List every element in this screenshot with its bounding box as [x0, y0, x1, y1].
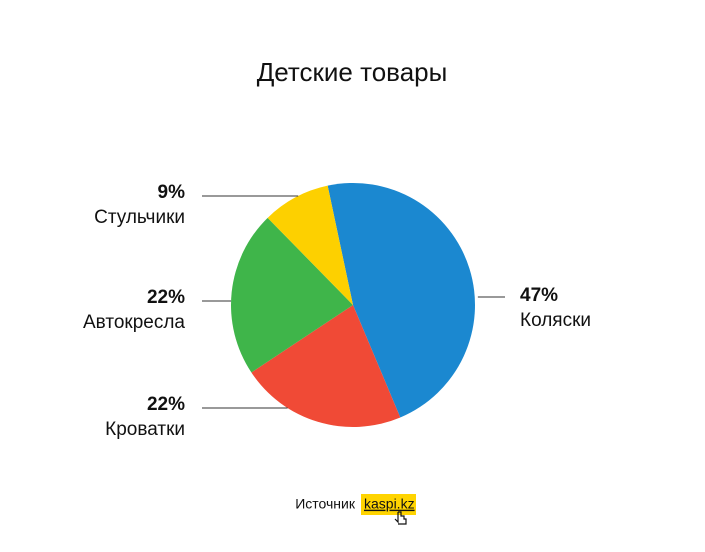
- value-label: 22%: [147, 287, 185, 308]
- link-text[interactable]: kaspi.kz: [364, 496, 415, 512]
- value-label: 22%: [147, 394, 185, 415]
- pie-slice: [327, 182, 476, 418]
- value-label: 9%: [158, 182, 186, 203]
- pie-slice: [267, 185, 353, 305]
- link-badge: [361, 494, 416, 515]
- pie-slice: [231, 217, 353, 373]
- cursor-icon: [394, 511, 407, 525]
- pie-slice: [251, 305, 401, 427]
- source-link[interactable]: kaspi.kz: [361, 494, 416, 515]
- value-label: 47%: [520, 285, 558, 306]
- source-label: Источник: [295, 496, 356, 512]
- category-label: Кроватки: [105, 419, 185, 440]
- category-label: Коляски: [520, 310, 591, 331]
- category-label: Автокресла: [83, 312, 185, 333]
- category-label: Стульчики: [94, 207, 185, 228]
- chart-title: Детские товары: [257, 57, 448, 87]
